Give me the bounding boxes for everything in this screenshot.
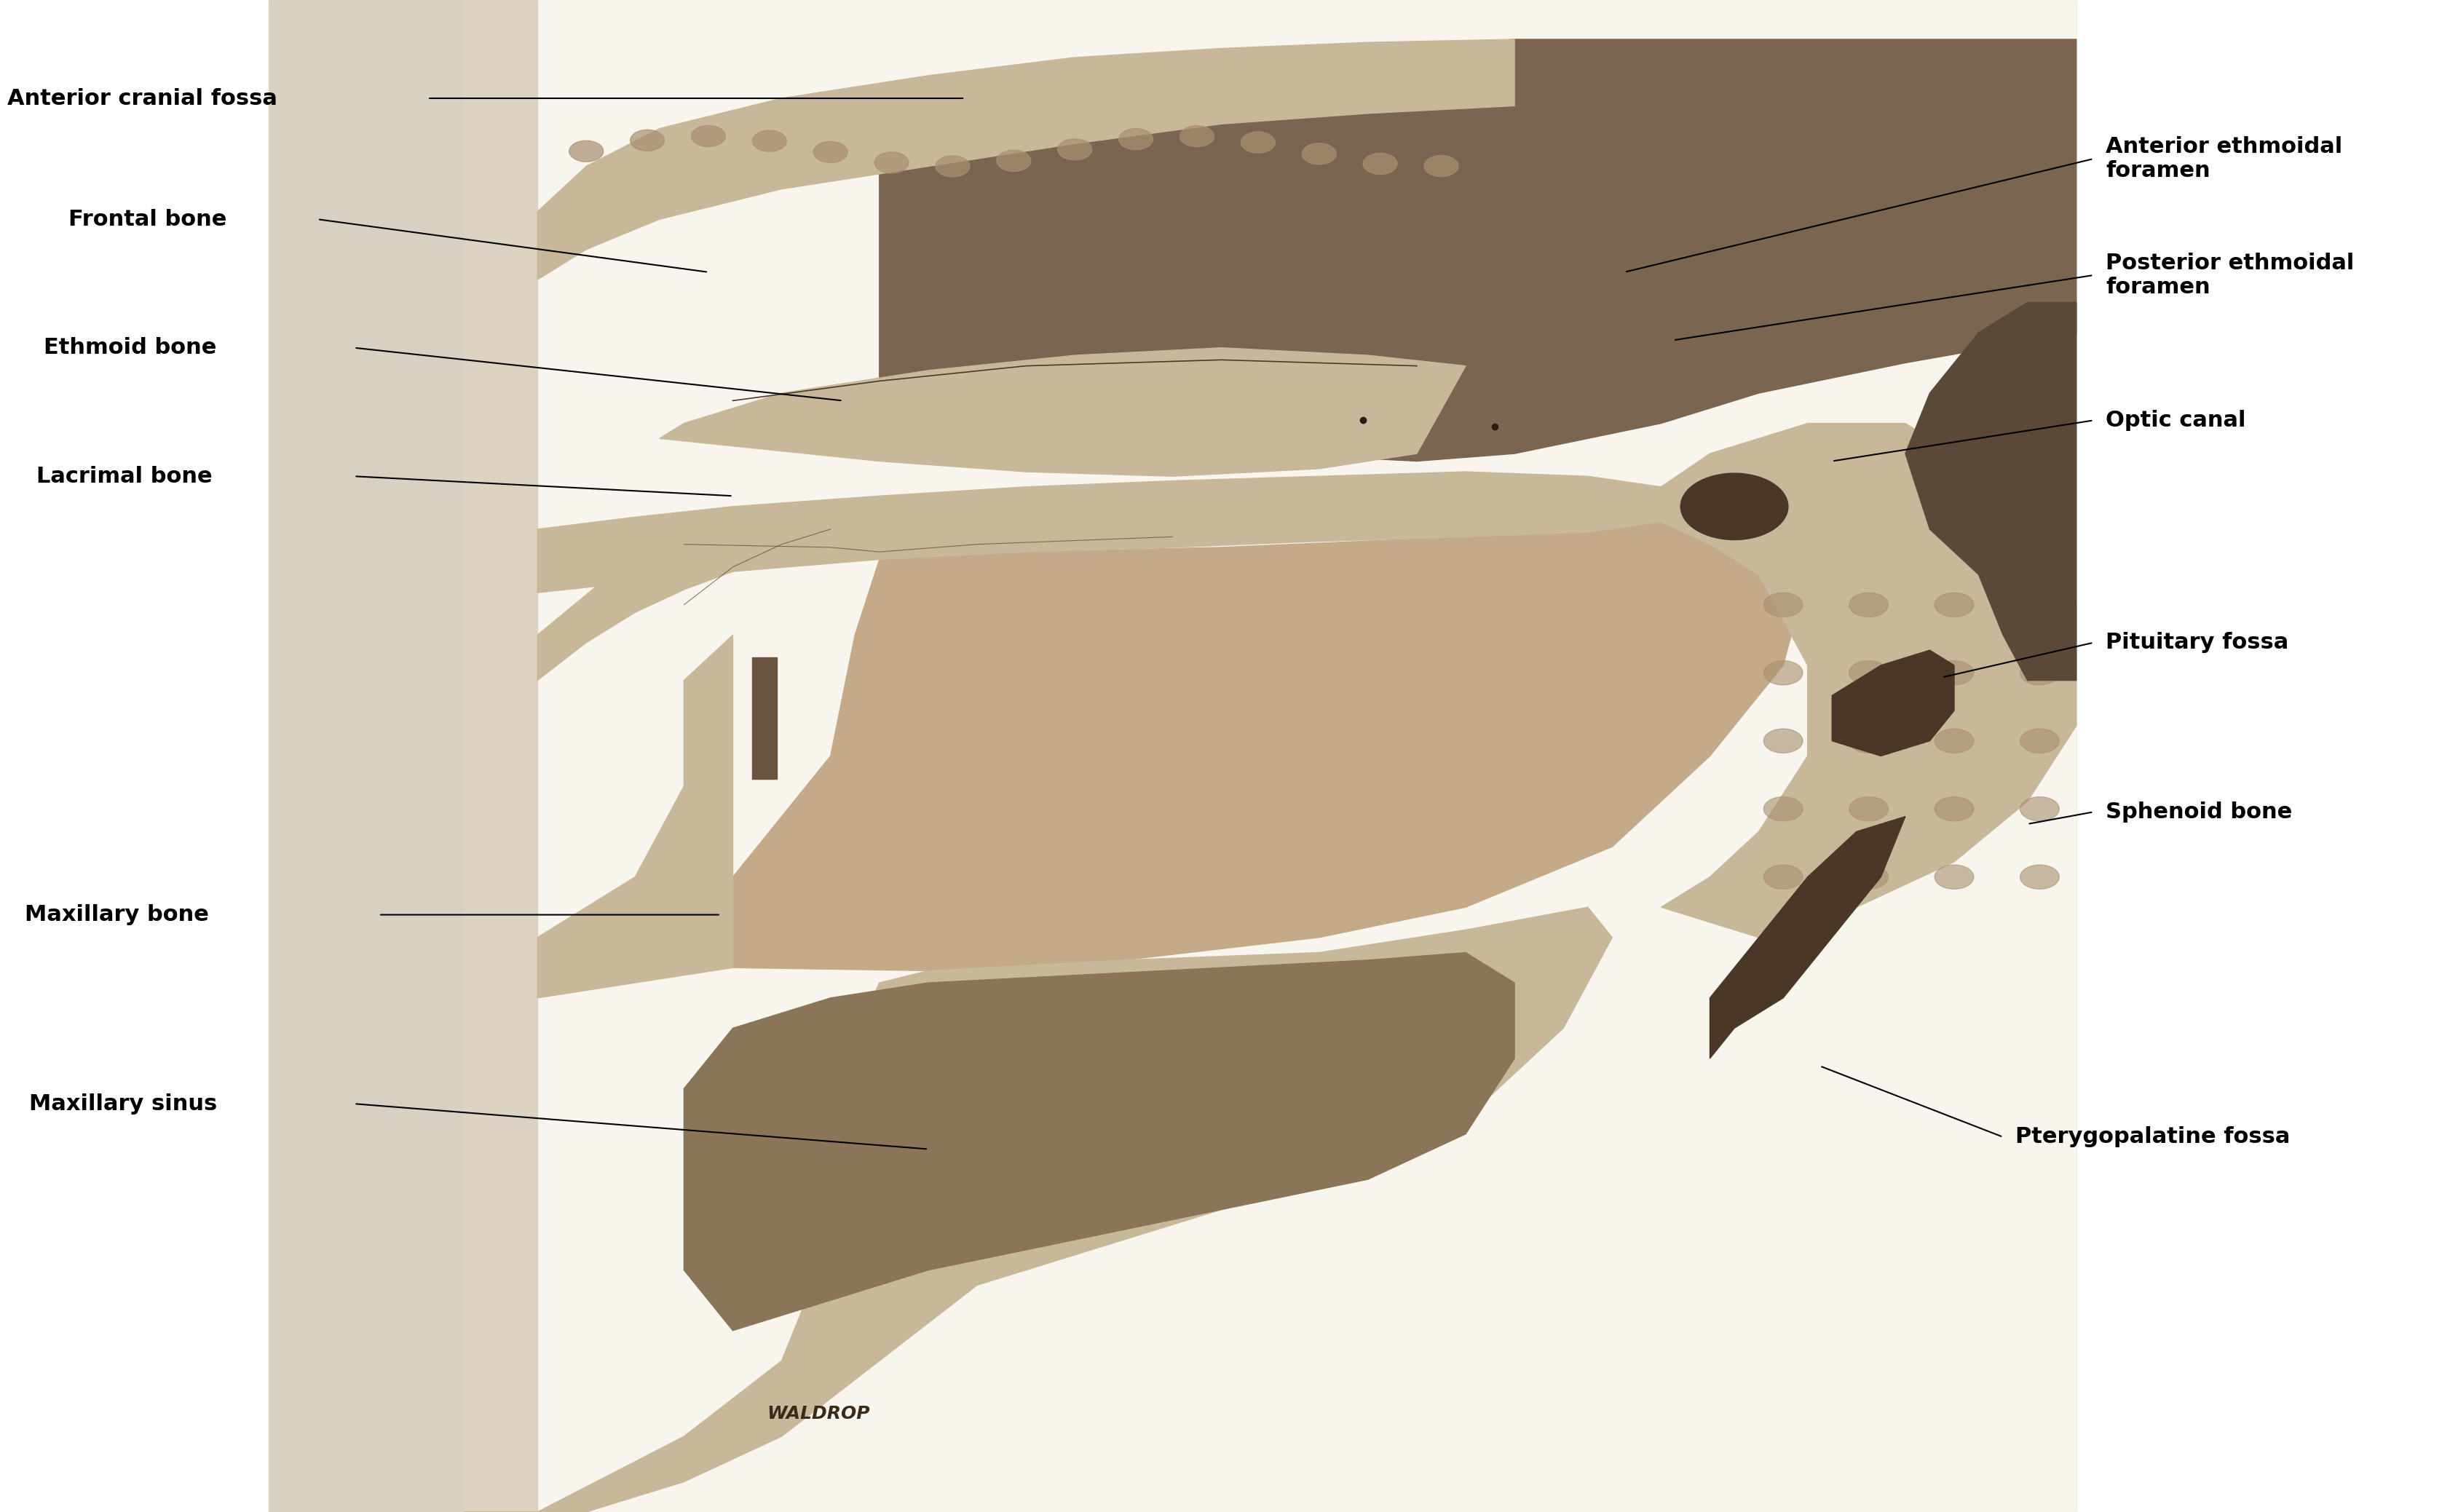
Polygon shape — [537, 635, 733, 998]
Circle shape — [813, 142, 847, 163]
Polygon shape — [1709, 816, 1905, 1058]
Circle shape — [1849, 661, 1888, 685]
Text: Anterior cranial fossa: Anterior cranial fossa — [7, 88, 278, 109]
Circle shape — [1934, 865, 1973, 889]
Polygon shape — [269, 0, 537, 1512]
Circle shape — [1934, 661, 1973, 685]
Circle shape — [2020, 729, 2059, 753]
Circle shape — [752, 130, 786, 151]
Circle shape — [1763, 797, 1802, 821]
Text: WALDROP: WALDROP — [767, 1405, 869, 1423]
Circle shape — [569, 141, 603, 162]
Circle shape — [874, 153, 908, 174]
Circle shape — [1849, 865, 1888, 889]
Circle shape — [1241, 132, 1275, 153]
Text: Ethmoid bone: Ethmoid bone — [44, 337, 217, 358]
Text: Sphenoid bone: Sphenoid bone — [2105, 801, 2291, 823]
Polygon shape — [537, 472, 1661, 593]
Polygon shape — [1661, 423, 2076, 937]
Polygon shape — [879, 39, 2076, 461]
Circle shape — [1849, 729, 1888, 753]
Polygon shape — [684, 953, 1514, 1331]
Polygon shape — [659, 348, 1465, 476]
Circle shape — [1118, 129, 1153, 150]
Circle shape — [691, 125, 725, 147]
Text: Maxillary sinus: Maxillary sinus — [29, 1093, 217, 1114]
Circle shape — [2020, 593, 2059, 617]
Circle shape — [2020, 661, 2059, 685]
Circle shape — [1934, 729, 1973, 753]
Circle shape — [1763, 729, 1802, 753]
Circle shape — [996, 150, 1031, 171]
Circle shape — [2020, 797, 2059, 821]
Circle shape — [935, 156, 969, 177]
Text: Frontal bone: Frontal bone — [68, 209, 227, 230]
Circle shape — [1424, 156, 1458, 177]
Polygon shape — [1832, 650, 1954, 756]
Polygon shape — [537, 507, 733, 680]
Circle shape — [630, 130, 664, 151]
Polygon shape — [537, 39, 1514, 280]
Text: Anterior ethmoidal
foramen: Anterior ethmoidal foramen — [2105, 136, 2342, 181]
Circle shape — [1934, 593, 1973, 617]
Circle shape — [1849, 593, 1888, 617]
Polygon shape — [537, 522, 1807, 971]
Text: Lacrimal bone: Lacrimal bone — [37, 466, 212, 487]
Text: Posterior ethmoidal
foramen: Posterior ethmoidal foramen — [2105, 253, 2354, 298]
Polygon shape — [464, 907, 1612, 1512]
Text: Pituitary fossa: Pituitary fossa — [2105, 632, 2288, 653]
Circle shape — [1849, 797, 1888, 821]
Circle shape — [1302, 144, 1336, 165]
Circle shape — [1763, 593, 1802, 617]
Text: Pterygopalatine fossa: Pterygopalatine fossa — [2015, 1126, 2288, 1148]
Circle shape — [1057, 139, 1092, 160]
Circle shape — [1179, 125, 1214, 147]
Polygon shape — [1905, 302, 2076, 680]
Circle shape — [1934, 797, 1973, 821]
Circle shape — [2020, 865, 2059, 889]
Text: Maxillary bone: Maxillary bone — [24, 904, 208, 925]
Circle shape — [1763, 661, 1802, 685]
Circle shape — [1763, 865, 1802, 889]
Circle shape — [1680, 473, 1788, 540]
Text: Optic canal: Optic canal — [2105, 410, 2244, 431]
Circle shape — [1363, 153, 1397, 174]
